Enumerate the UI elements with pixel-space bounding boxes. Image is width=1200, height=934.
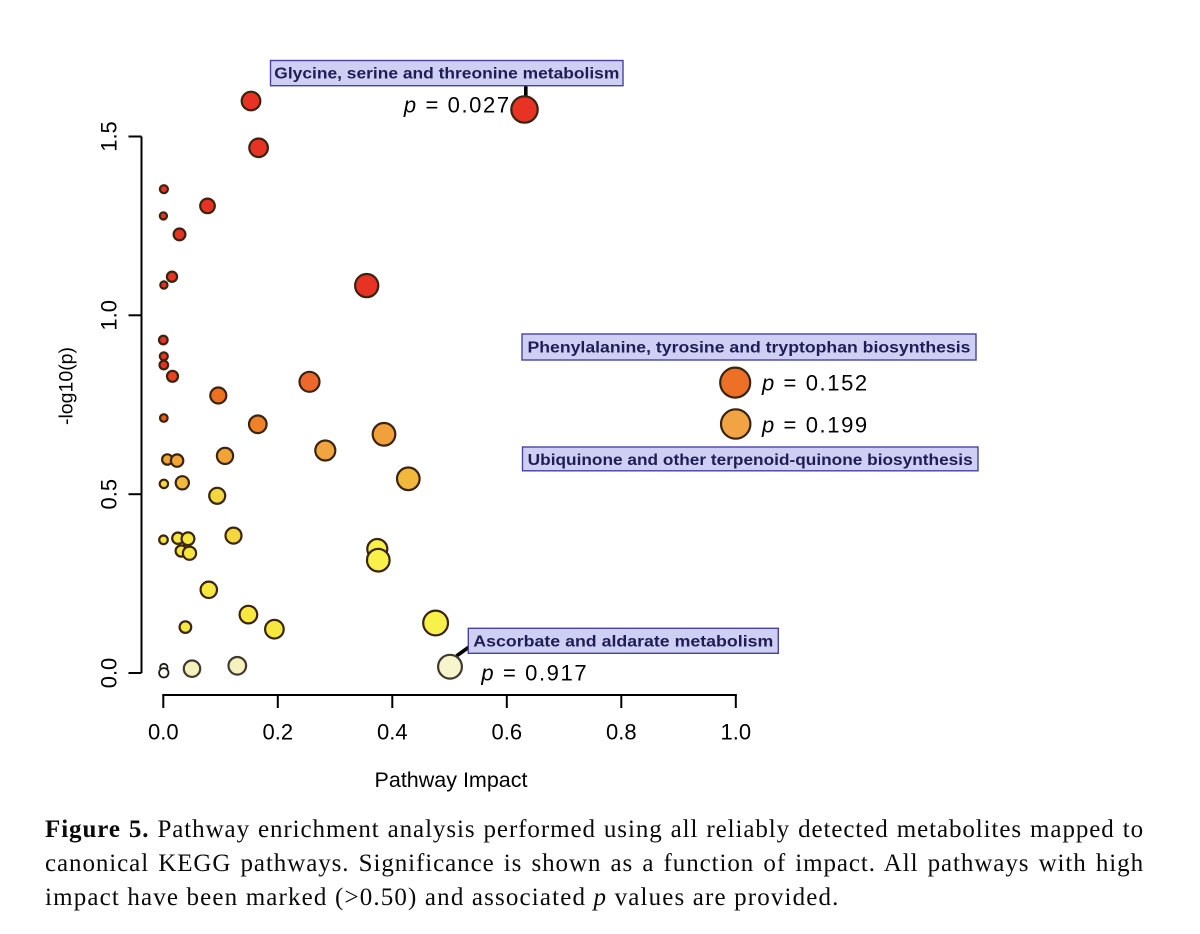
svg-text:Pathway Impact: Pathway Impact	[375, 768, 528, 792]
svg-text:0.6: 0.6	[492, 720, 523, 745]
svg-text:1.0: 1.0	[97, 300, 122, 331]
svg-text:-log10(p): -log10(p)	[56, 347, 78, 425]
svg-text:p = 0.152: p = 0.152	[761, 371, 869, 396]
svg-text:Glycine, serine and threonine: Glycine, serine and threonine metabolism	[274, 66, 619, 83]
svg-text:0.5: 0.5	[97, 479, 122, 510]
svg-text:Ubiquinone and other terpenoid: Ubiquinone and other terpenoid-quinone b…	[528, 452, 973, 469]
svg-text:p = 0.027: p = 0.027	[403, 93, 511, 118]
svg-text:p = 0.917: p = 0.917	[480, 661, 588, 686]
svg-text:0.8: 0.8	[606, 720, 637, 745]
svg-text:0.0: 0.0	[148, 720, 179, 745]
svg-text:0.2: 0.2	[263, 720, 294, 745]
svg-text:p = 0.199: p = 0.199	[761, 413, 869, 438]
svg-text:0.4: 0.4	[377, 720, 408, 745]
svg-text:1.5: 1.5	[97, 121, 122, 152]
svg-text:1.0: 1.0	[721, 720, 752, 745]
svg-text:Phenylalanine, tyrosine and tr: Phenylalanine, tyrosine and tryptophan b…	[528, 340, 971, 357]
svg-text:0.0: 0.0	[97, 658, 122, 689]
svg-text:Ascorbate and aldarate metabol: Ascorbate and aldarate metabolism	[473, 633, 773, 650]
